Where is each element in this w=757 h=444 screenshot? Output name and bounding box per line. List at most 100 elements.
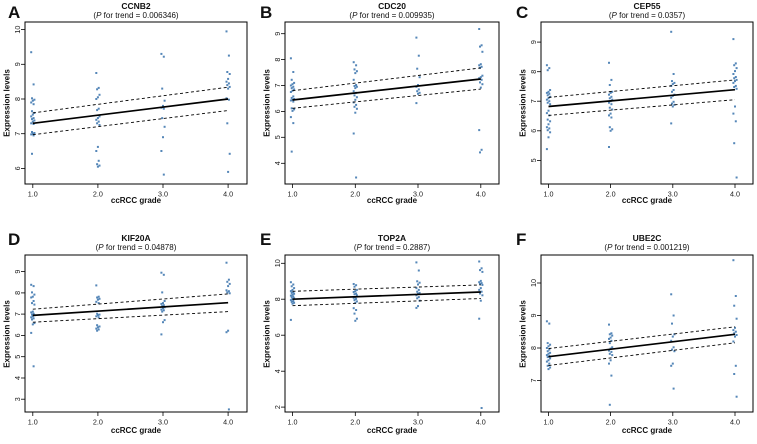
data-point bbox=[227, 87, 230, 90]
y-tick-label: 5 bbox=[273, 135, 282, 139]
data-point bbox=[545, 126, 548, 129]
panel-c: C CEP55 (P for trend = 0.0357) 1.0 2.0 3.0… bbox=[505, 0, 757, 222]
data-point bbox=[734, 295, 737, 297]
y-tick-label: 5 bbox=[13, 355, 22, 359]
data-point bbox=[354, 72, 357, 75]
data-point bbox=[162, 307, 164, 310]
data-point bbox=[416, 290, 419, 293]
data-point bbox=[733, 332, 736, 335]
points-layer bbox=[30, 30, 231, 176]
data-point bbox=[290, 296, 293, 299]
data-point bbox=[611, 98, 614, 101]
data-point bbox=[31, 313, 33, 316]
data-point bbox=[671, 102, 673, 105]
data-point bbox=[30, 115, 33, 118]
data-point bbox=[352, 61, 355, 64]
data-point bbox=[480, 267, 483, 270]
data-point bbox=[227, 278, 230, 281]
data-point bbox=[354, 319, 357, 322]
data-point bbox=[610, 116, 613, 119]
data-point bbox=[31, 295, 34, 298]
data-point bbox=[354, 301, 357, 304]
data-point bbox=[289, 91, 292, 93]
data-point bbox=[32, 134, 35, 137]
data-point bbox=[33, 322, 36, 325]
data-point bbox=[225, 261, 228, 264]
data-point bbox=[732, 38, 735, 41]
x-tick-label: 4.0 bbox=[730, 190, 740, 199]
data-point bbox=[670, 364, 673, 367]
scatter-plot: 1.0 2.0 3.0 4.0 5 6 7 8 9 bbox=[529, 21, 754, 199]
data-point bbox=[546, 356, 549, 359]
data-point bbox=[96, 88, 99, 91]
data-point bbox=[353, 312, 356, 315]
data-point bbox=[162, 55, 165, 58]
data-point bbox=[732, 81, 735, 84]
data-point bbox=[608, 146, 610, 148]
x-tick-label: 2.0 bbox=[93, 190, 103, 199]
data-point bbox=[608, 97, 611, 100]
data-point bbox=[162, 309, 165, 312]
data-point bbox=[549, 366, 552, 369]
data-point bbox=[417, 269, 420, 272]
data-point bbox=[481, 74, 484, 77]
data-point bbox=[418, 91, 421, 94]
y-tick-label: 4 bbox=[273, 161, 282, 165]
data-point bbox=[291, 109, 294, 112]
y-axis-label: Expression levels bbox=[518, 299, 528, 368]
data-point bbox=[31, 99, 34, 102]
data-point bbox=[608, 362, 610, 365]
data-point bbox=[734, 364, 737, 367]
data-point bbox=[352, 132, 355, 135]
p-rest: for trend = 0.006346) bbox=[101, 11, 179, 20]
y-tick-label: 6 bbox=[529, 129, 538, 133]
data-point bbox=[545, 64, 548, 67]
y-tick-label: 5 bbox=[529, 158, 538, 162]
data-point bbox=[734, 105, 736, 108]
p-symbol: P bbox=[356, 243, 362, 252]
data-point bbox=[673, 103, 676, 106]
data-point bbox=[733, 86, 736, 88]
data-point bbox=[545, 112, 548, 115]
data-point bbox=[608, 106, 611, 109]
data-point bbox=[481, 50, 484, 53]
p-symbol: P bbox=[607, 243, 613, 252]
data-point bbox=[417, 92, 419, 95]
data-point bbox=[734, 84, 737, 87]
data-point bbox=[735, 87, 738, 90]
data-point bbox=[292, 95, 295, 98]
data-point bbox=[162, 136, 164, 139]
data-point bbox=[290, 285, 293, 288]
points-layer bbox=[545, 30, 738, 179]
data-point bbox=[670, 122, 673, 125]
data-point bbox=[479, 283, 481, 285]
data-point bbox=[225, 289, 228, 292]
plot-box bbox=[24, 21, 248, 185]
data-point bbox=[732, 259, 735, 262]
data-point bbox=[545, 354, 548, 357]
panel-letter: B bbox=[260, 3, 273, 22]
data-point bbox=[418, 281, 421, 284]
y-tick-label: 8 bbox=[13, 97, 22, 101]
trend-line bbox=[32, 301, 229, 317]
data-point bbox=[31, 113, 34, 116]
scatter-plot: 1.0 2.0 3.0 4.0 7 8 9 10 bbox=[529, 254, 754, 427]
y-axis-label: Expression levels bbox=[2, 299, 12, 368]
data-point bbox=[672, 314, 675, 317]
data-point bbox=[673, 350, 676, 353]
data-point bbox=[478, 28, 481, 30]
x-tick-label: 4.0 bbox=[223, 418, 233, 427]
data-point bbox=[226, 71, 229, 73]
p-rest: for trend = 0.04878) bbox=[103, 243, 177, 252]
data-point bbox=[547, 90, 550, 93]
p-for-trend-label: (P for trend = 0.001219) bbox=[541, 243, 753, 253]
data-point bbox=[735, 67, 738, 70]
data-point bbox=[228, 282, 231, 285]
data-point bbox=[292, 85, 295, 88]
data-point bbox=[95, 150, 98, 152]
points-layer bbox=[545, 259, 738, 406]
data-point bbox=[97, 295, 100, 298]
data-point bbox=[609, 336, 612, 339]
data-point bbox=[289, 116, 292, 119]
x-tick-label: 2.0 bbox=[350, 190, 360, 199]
